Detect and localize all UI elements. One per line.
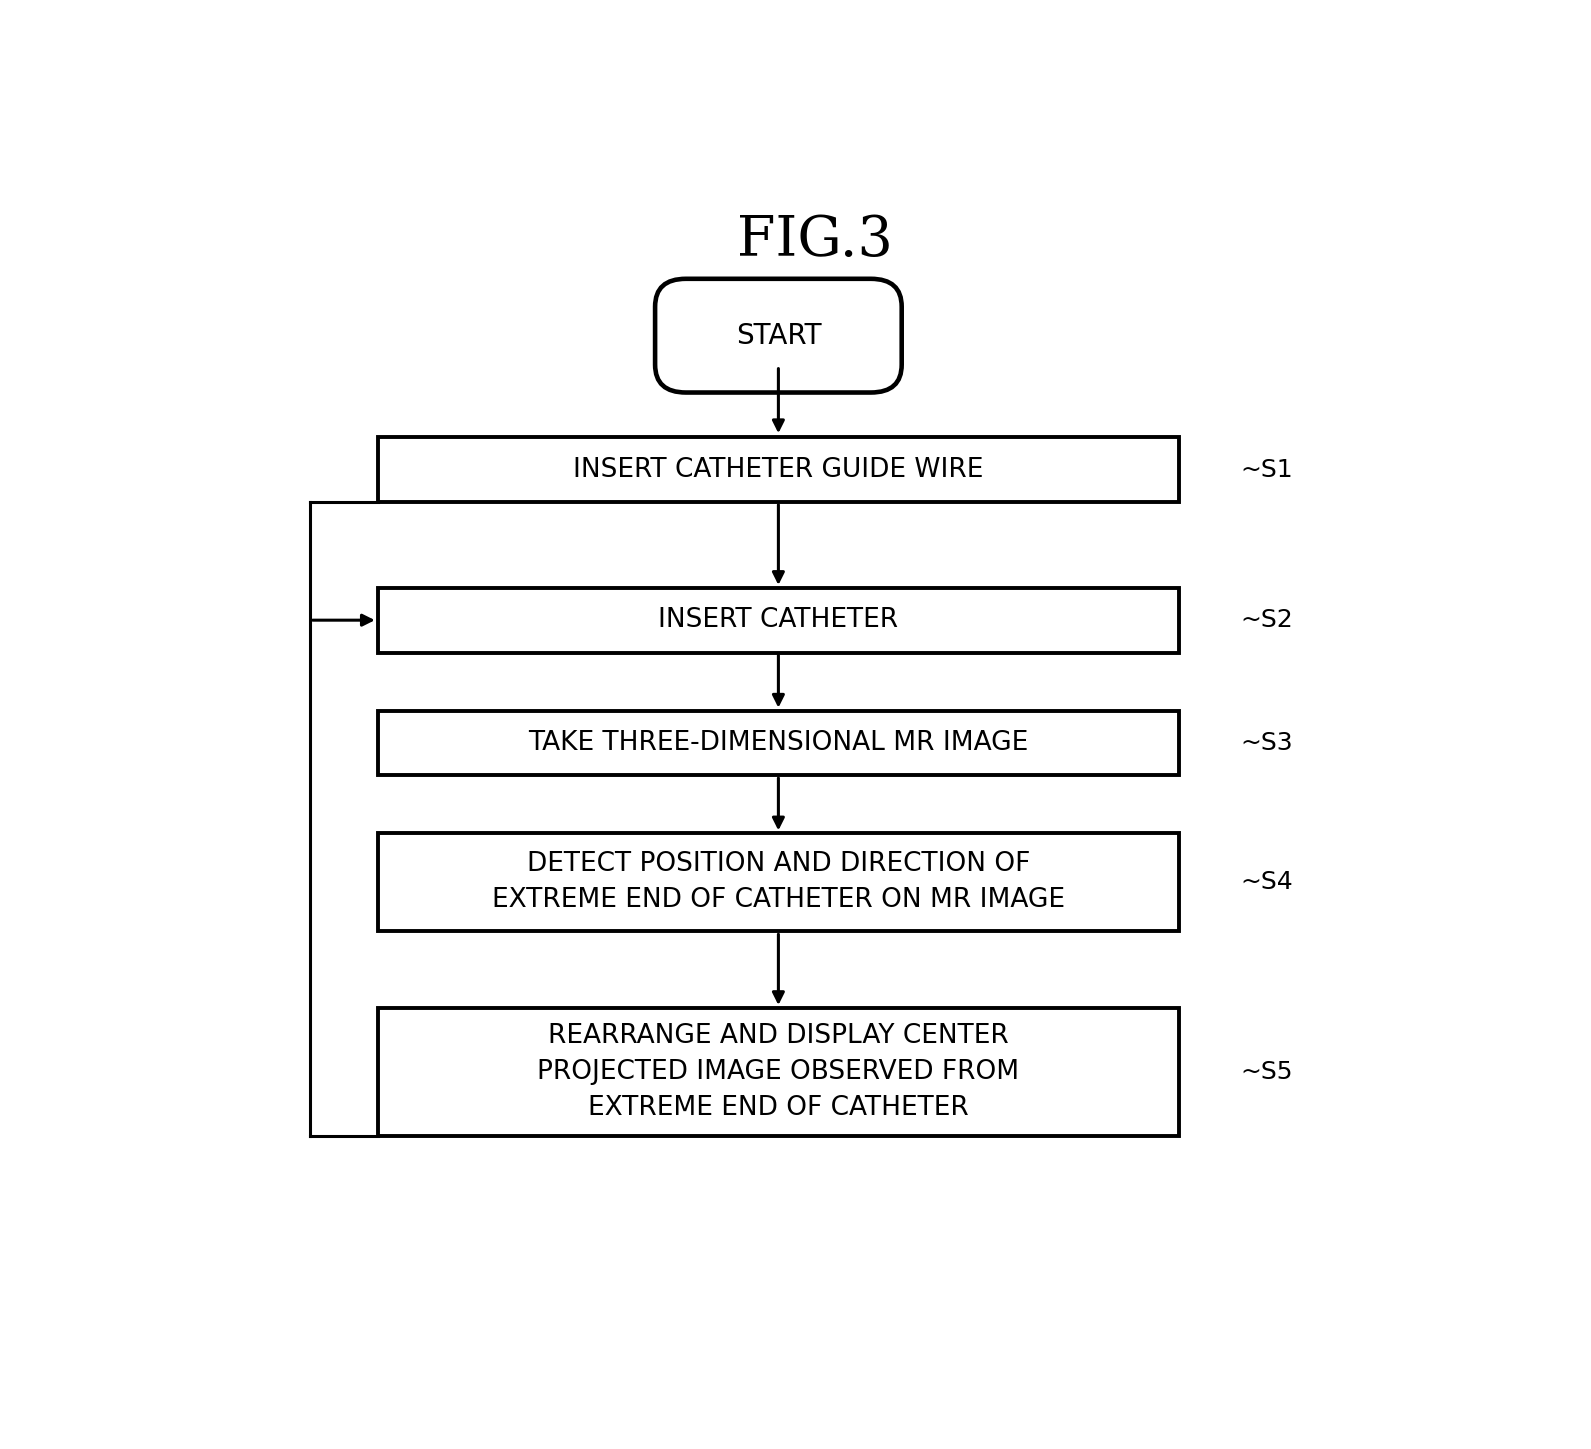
Text: ~S3: ~S3 [1241, 730, 1293, 755]
Text: ~S1: ~S1 [1241, 458, 1293, 481]
FancyBboxPatch shape [377, 1009, 1179, 1136]
FancyBboxPatch shape [377, 833, 1179, 932]
Text: ~S4: ~S4 [1241, 871, 1293, 894]
FancyBboxPatch shape [377, 438, 1179, 501]
Text: FIG.3: FIG.3 [738, 213, 893, 268]
Text: DETECT POSITION AND DIRECTION OF
EXTREME END OF CATHETER ON MR IMAGE: DETECT POSITION AND DIRECTION OF EXTREME… [492, 852, 1064, 913]
Text: ~S2: ~S2 [1241, 609, 1293, 632]
FancyBboxPatch shape [377, 588, 1179, 652]
Text: REARRANGE AND DISPLAY CENTER
PROJECTED IMAGE OBSERVED FROM
EXTREME END OF CATHET: REARRANGE AND DISPLAY CENTER PROJECTED I… [538, 1023, 1020, 1122]
Text: TAKE THREE-DIMENSIONAL MR IMAGE: TAKE THREE-DIMENSIONAL MR IMAGE [528, 730, 1028, 756]
Text: INSERT CATHETER: INSERT CATHETER [659, 607, 899, 633]
FancyBboxPatch shape [377, 710, 1179, 775]
Text: INSERT CATHETER GUIDE WIRE: INSERT CATHETER GUIDE WIRE [573, 456, 983, 483]
Text: START: START [735, 322, 821, 349]
Text: ~S5: ~S5 [1241, 1061, 1293, 1084]
FancyBboxPatch shape [655, 278, 902, 393]
